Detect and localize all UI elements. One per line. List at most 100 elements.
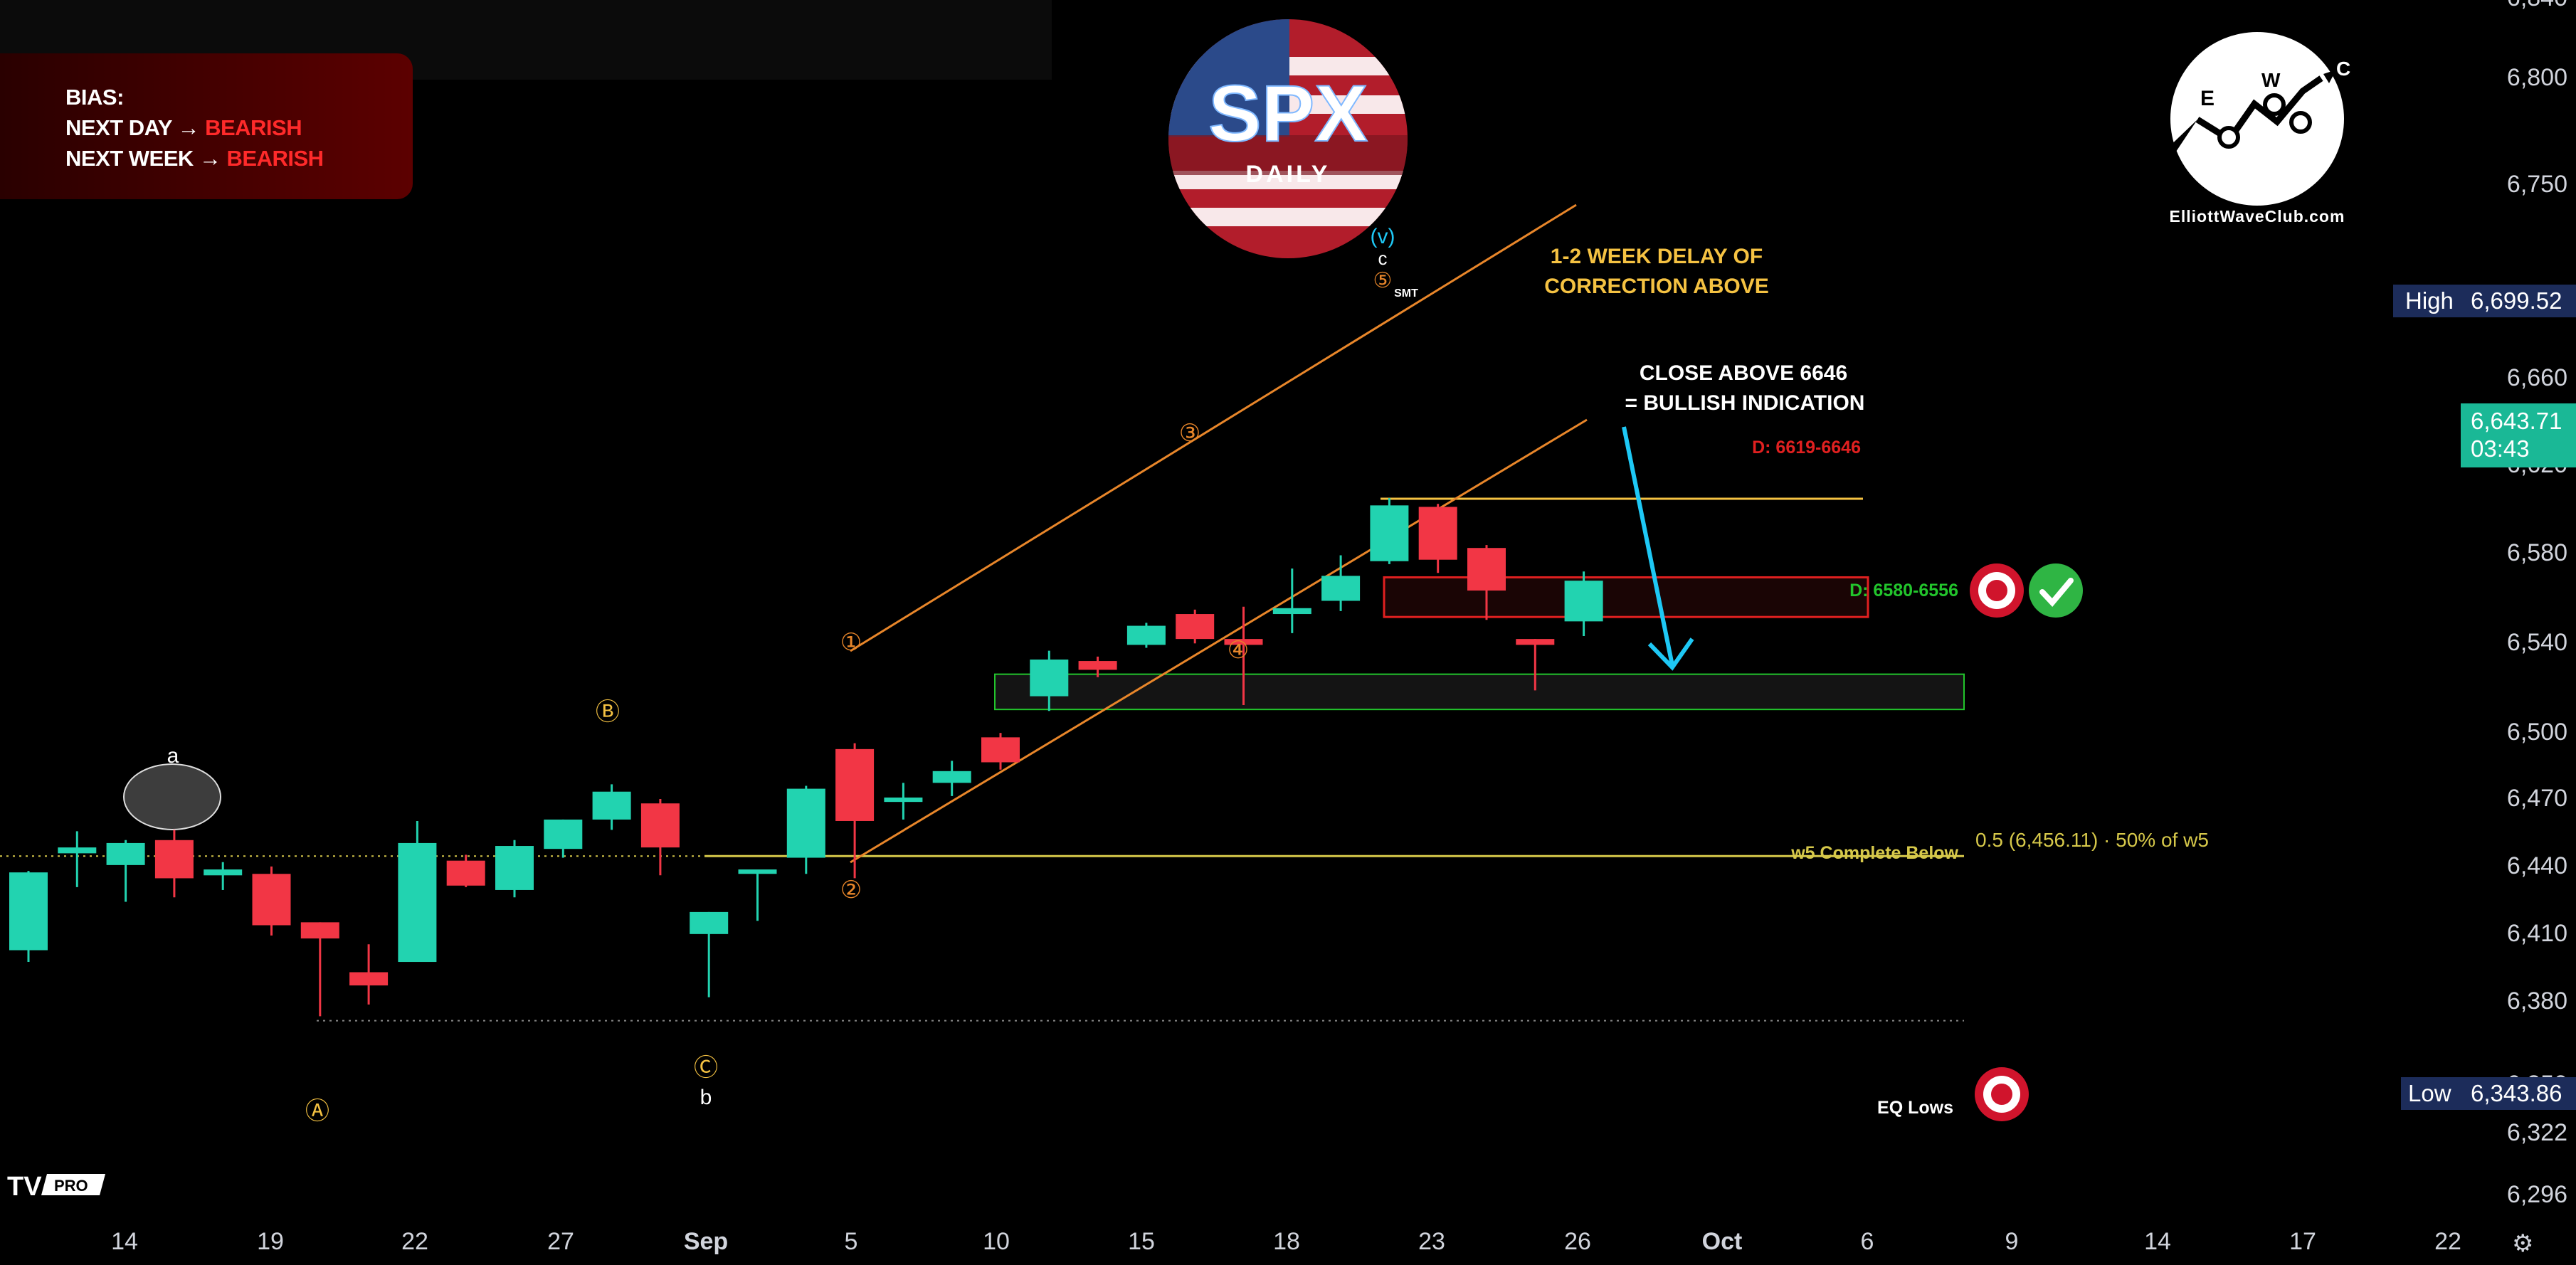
channel-upper-line <box>850 203 1577 652</box>
x-tick-label: 5 <box>845 1228 858 1255</box>
bias-panel <box>0 53 413 199</box>
brand-name: ElliottWaveClub.com <box>2170 207 2345 226</box>
eq-lows-label: EQ Lows <box>1877 1098 1953 1118</box>
candle-down[interactable] <box>252 874 291 926</box>
candle-up[interactable] <box>690 911 729 934</box>
bearish-arrow <box>1622 426 1674 666</box>
wave-a-ellipse <box>123 763 221 830</box>
badge-title: SPX <box>1208 69 1368 158</box>
candle-up[interactable] <box>592 791 631 820</box>
demand-zone-upper <box>1383 576 1869 618</box>
high-tag-label-bg <box>2393 285 2461 317</box>
candle-up[interactable] <box>204 869 243 876</box>
candle-down[interactable] <box>835 748 875 821</box>
bias-title: BIAS: <box>65 85 124 110</box>
spx-badge: SPX DAILY <box>1168 19 1408 258</box>
candle-down[interactable] <box>1224 639 1263 645</box>
wave-label-1: ① <box>840 628 862 657</box>
candle-up[interactable] <box>495 846 534 890</box>
candle-down[interactable] <box>640 803 680 848</box>
bias-next-day: NEXT DAY → BEARISH <box>65 112 324 143</box>
y-tick-label: 6,580 <box>2507 539 2567 566</box>
candle-up[interactable] <box>1564 581 1603 622</box>
candle-down[interactable] <box>1516 639 1555 645</box>
logo-letter-w: W <box>2261 69 2281 91</box>
y-tick-label: 6,660 <box>2507 364 2567 391</box>
settings-gear-icon[interactable]: ⚙ <box>2512 1230 2534 1257</box>
candle-up[interactable] <box>544 819 583 849</box>
fib-value: 0.5 (6,456.11) · 50% of w5 <box>1975 829 2209 851</box>
delay-text-2: CORRECTION ABOVE <box>1544 275 1769 298</box>
candle-down[interactable] <box>1078 661 1117 670</box>
demand-zone-lower <box>994 673 1965 711</box>
wave-label-5: ⑤ <box>1373 268 1393 293</box>
candle-down[interactable] <box>300 922 339 939</box>
candle-up[interactable] <box>106 842 145 865</box>
candle-down[interactable] <box>446 860 485 886</box>
high-tag-label: High <box>2405 287 2454 314</box>
bias-next-week-value: BEARISH <box>226 146 324 171</box>
y-tick-label: 6,540 <box>2507 629 2567 656</box>
x-tick-label: 18 <box>1273 1228 1300 1255</box>
wave-label-C: Ⓒ <box>694 1054 718 1082</box>
candle-down[interactable] <box>154 840 194 879</box>
candle-up[interactable] <box>398 842 437 963</box>
x-tick-label: 26 <box>1564 1228 1591 1255</box>
candle-up[interactable] <box>738 869 777 874</box>
candle-up[interactable] <box>9 872 48 951</box>
wave-b-label: b <box>700 1086 712 1109</box>
y-tick-label: 6,800 <box>2507 64 2567 91</box>
y-tick-label: 6,500 <box>2507 719 2567 746</box>
countdown: 03:43 <box>2471 435 2530 462</box>
wave-c-label: c <box>1378 248 1388 269</box>
candle-down[interactable] <box>1467 548 1506 591</box>
y-tick-label: 6,750 <box>2507 171 2567 198</box>
x-tick-label: 22 <box>2434 1228 2461 1255</box>
high-tag-value-bg <box>2461 285 2576 317</box>
x-tick-label: 14 <box>111 1228 138 1255</box>
candle-up[interactable] <box>1370 505 1409 561</box>
close-text-1: CLOSE ABOVE 6646 <box>1640 361 1847 385</box>
candle-up[interactable] <box>932 771 971 783</box>
x-axis[interactable]: 14 19 22 27 Sep 5 10 15 18 23 26 Oct 6 9 14 17 22 <box>111 1228 2461 1255</box>
x-tick-label: 9 <box>2005 1228 2019 1255</box>
low-tag-label-bg <box>2401 1077 2461 1110</box>
candle-up[interactable] <box>1030 660 1069 697</box>
candles-group <box>9 498 1603 1017</box>
candle-down[interactable] <box>349 972 389 986</box>
x-tick-label: Oct <box>1702 1228 1743 1255</box>
wave-v-label: (v) <box>1371 225 1395 248</box>
ewc-logo: E W C <box>2163 32 2350 206</box>
x-tick-label: 22 <box>401 1228 428 1255</box>
smt-label: SMT <box>1394 287 1418 300</box>
bias-next-week: NEXT WEEK → BEARISH <box>65 143 324 174</box>
y-tick-label: 6,380 <box>2507 988 2567 1015</box>
candle-down[interactable] <box>1418 507 1457 560</box>
x-tick-label: 23 <box>1418 1228 1445 1255</box>
logo-letter-e: E <box>2200 87 2215 110</box>
bias-next-day-label: NEXT DAY → <box>65 115 199 140</box>
candle-up[interactable] <box>884 797 923 803</box>
low-tag-value: 6,343.86 <box>2471 1080 2562 1106</box>
bias-next-week-label: NEXT WEEK → <box>65 146 221 171</box>
x-tick-label: 19 <box>257 1228 284 1255</box>
wave-label-2: ② <box>840 876 862 904</box>
channel-lower-line <box>850 418 1588 864</box>
logo-letter-c: C <box>2336 58 2350 80</box>
target-icon <box>1970 563 2024 618</box>
high-tag-value: 6,699.52 <box>2471 287 2562 314</box>
close-text-2: = BULLISH INDICATION <box>1625 391 1865 415</box>
y-axis[interactable]: 6,2966,3226,3506,3806,4106,4406,4706,500… <box>2507 0 2567 1208</box>
low-tag-label: Low <box>2408 1080 2451 1106</box>
last-price-value: 6,643.71 <box>2471 408 2562 434</box>
candle-down[interactable] <box>1176 614 1215 640</box>
candle-up[interactable] <box>58 847 97 854</box>
x-tick-label: 27 <box>547 1228 574 1255</box>
candle-up[interactable] <box>1321 576 1361 601</box>
candle-up[interactable] <box>786 788 825 858</box>
candle-down[interactable] <box>981 737 1020 763</box>
candle-up[interactable] <box>1126 625 1166 645</box>
x-tick-label: 10 <box>983 1228 1010 1255</box>
candle-up[interactable] <box>1272 608 1311 615</box>
